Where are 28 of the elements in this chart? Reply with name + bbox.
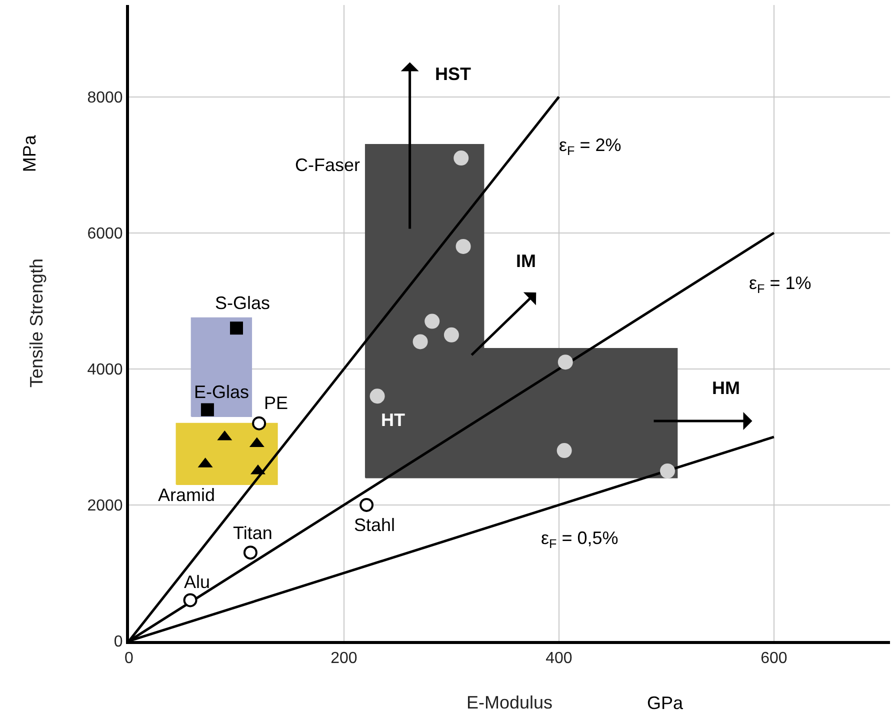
x-tick-label: 400 — [546, 650, 572, 668]
series-label: S-Glas — [215, 293, 270, 313]
annotation: IM — [516, 251, 536, 271]
y-axis-title: Tensile Strength — [26, 258, 46, 388]
annotation: HM — [712, 378, 740, 398]
y-tick-label: 2000 — [87, 498, 123, 515]
series-label: Alu — [184, 572, 210, 592]
text: MPa — [20, 134, 40, 172]
series-label: Aramid — [158, 485, 216, 505]
y-tick-label: 6000 — [87, 225, 123, 242]
series-label: E-Glas — [194, 382, 250, 402]
annotation: HST — [435, 64, 472, 84]
series-label: Stahl — [354, 515, 396, 535]
series-label: ε$_{F}$ = 1% — [749, 273, 812, 296]
text: GPa — [647, 693, 684, 713]
y-tick-label: 4000 — [87, 362, 123, 379]
series-label: ε$_{F}$ = 2% — [559, 135, 622, 158]
y-tick-label: 0 — [114, 634, 123, 651]
series-label: Titan — [233, 523, 272, 543]
x-tick-label: 0 — [124, 650, 134, 668]
annotation: HT — [381, 410, 405, 430]
x-tick-label: 200 — [330, 650, 358, 668]
y-tick-label: 8000 — [87, 89, 123, 106]
series-label: C-Faser — [295, 155, 360, 175]
x-tick-label: 600 — [760, 650, 788, 668]
x-axis-title: E-Modulus — [466, 692, 553, 712]
series-label: ε$_{F}$ = 0,5% — [541, 528, 618, 551]
series-label: PE — [264, 393, 288, 413]
